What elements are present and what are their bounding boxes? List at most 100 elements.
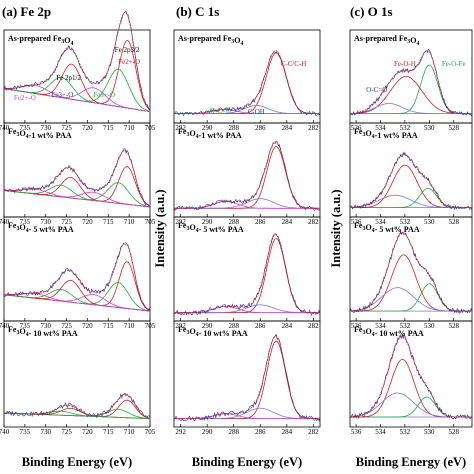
x-tick-label: 705 bbox=[145, 124, 156, 132]
sample-label-part: - 5 wt% PAA bbox=[375, 225, 420, 234]
sample-label-part: As-prepared bbox=[8, 34, 53, 43]
x-tick-label: 725 bbox=[61, 428, 72, 436]
x-axis-label: Binding Energy (eV) bbox=[356, 455, 466, 469]
fit-envelope-line bbox=[174, 141, 320, 209]
sample-label-part: Fe bbox=[8, 325, 17, 334]
x-tick-label: 740 bbox=[0, 428, 10, 436]
subplot-2-0: As-prepared Fe3O4 Fe-O-H Fe-O-Fe O-C=O bbox=[349, 29, 473, 124]
x-tick-label: 292 bbox=[175, 124, 186, 132]
component-o-c-o bbox=[350, 287, 472, 312]
sample-label-part: O bbox=[19, 129, 25, 138]
x-tick-label: 290 bbox=[202, 218, 213, 226]
x-tick-label: 735 bbox=[20, 124, 31, 132]
subplot-1-2: Fe3O4- 5 wt% PAA bbox=[173, 216, 321, 322]
sample-label-part: Fe bbox=[178, 127, 187, 136]
sample-label-part: 4 bbox=[196, 332, 199, 338]
subplot-1-0: As-prepared Fe3O4 C-C/C-H O-C=O C-OH bbox=[173, 29, 321, 124]
sample-label-part: 4 bbox=[196, 228, 199, 234]
x-axis-label: Binding Energy (eV) bbox=[192, 455, 302, 469]
subplot-frame bbox=[3, 320, 151, 428]
raw-data-line bbox=[349, 333, 473, 420]
fit-envelope-line bbox=[174, 50, 320, 114]
component-fe2- bbox=[3, 63, 151, 112]
sample-label-part: -1 wt% PAA bbox=[199, 131, 242, 140]
sample-label-part: Fe bbox=[178, 221, 187, 230]
subplot-1-3: Fe3O4- 10 wt% PAA bbox=[173, 320, 321, 428]
x-tick-label: 532 bbox=[400, 124, 411, 132]
x-tick-label: 284 bbox=[282, 428, 293, 436]
component-fe2- bbox=[3, 279, 151, 312]
sample-label-part: O bbox=[410, 36, 416, 45]
x-tick-label: 288 bbox=[228, 124, 239, 132]
x-tick-label: 528 bbox=[448, 124, 459, 132]
sample-label-part: -1 wt% PAA bbox=[375, 131, 418, 140]
x-tick-label: 735 bbox=[20, 218, 31, 226]
x-tick-label: 735 bbox=[20, 322, 31, 330]
component-fe2- bbox=[3, 166, 151, 207]
sample-label-part: 4 bbox=[372, 332, 375, 338]
sample-label-part: 4 bbox=[196, 134, 199, 140]
sample-label-part: 4 bbox=[372, 228, 375, 234]
fit-envelope-line bbox=[4, 393, 151, 419]
x-tick-label: 292 bbox=[175, 218, 186, 226]
x-tick-label: 720 bbox=[82, 428, 93, 436]
x-tick-label: 284 bbox=[282, 124, 293, 132]
sample-label-part: 3 bbox=[186, 132, 189, 138]
x-tick-label: 534 bbox=[375, 428, 386, 436]
x-tick-label: 292 bbox=[175, 428, 186, 436]
sample-label-part: O bbox=[189, 223, 195, 232]
component-fe-o-h bbox=[350, 164, 472, 208]
x-tick-label: 528 bbox=[448, 218, 459, 226]
raw-data-line bbox=[349, 230, 473, 314]
peak-annotation: Fe3+-O bbox=[93, 91, 115, 99]
sample-label-part: Fe bbox=[223, 34, 232, 43]
x-tick-label: 720 bbox=[82, 322, 93, 330]
subplot-2-2: Fe3O4- 5 wt% PAA bbox=[349, 216, 473, 322]
sample-label: Fe3O4-1 wt% PAA bbox=[354, 127, 418, 140]
x-tick-label: 292 bbox=[175, 322, 186, 330]
sample-label-part: -1 wt% PAA bbox=[29, 131, 72, 140]
x-axis-label: Binding Energy (eV) bbox=[22, 455, 132, 469]
component-o-c-o bbox=[349, 194, 472, 208]
x-tick-label: 536 bbox=[351, 124, 362, 132]
x-tick-label: 740 bbox=[0, 124, 10, 132]
x-tick-label: 288 bbox=[228, 218, 239, 226]
sample-label-part: Fe bbox=[399, 34, 408, 43]
x-tick-label: 290 bbox=[202, 124, 213, 132]
x-tick-label: 536 bbox=[351, 218, 362, 226]
fit-envelope-line bbox=[349, 153, 472, 208]
fit-envelope-line bbox=[350, 232, 472, 312]
fit-envelope-line bbox=[350, 335, 472, 418]
x-tick-label: 715 bbox=[103, 218, 114, 226]
x-tick-label: 528 bbox=[448, 428, 459, 436]
sample-label-part: 3 bbox=[362, 226, 365, 232]
x-tick-label: 530 bbox=[424, 218, 435, 226]
sample-label-part: 3 bbox=[61, 39, 64, 45]
peak-annotation: O-C=O bbox=[210, 107, 231, 115]
x-tick-label: 534 bbox=[375, 124, 386, 132]
sample-label: Fe3O4- 5 wt% PAA bbox=[178, 221, 244, 234]
x-tick-label: 288 bbox=[228, 322, 239, 330]
component-c-c-c-h bbox=[174, 238, 320, 314]
x-tick-label: 715 bbox=[103, 428, 114, 436]
peak-annotation: Fe2+-O bbox=[14, 94, 36, 102]
sample-label-part: 3 bbox=[16, 132, 19, 138]
x-tick-label: 530 bbox=[424, 322, 435, 330]
sample-label-part: 4 bbox=[241, 41, 244, 47]
x-tick-label: 735 bbox=[20, 428, 31, 436]
fit-envelope-line bbox=[3, 242, 151, 311]
sample-label-part: Fe bbox=[354, 127, 363, 136]
x-tick-label: 705 bbox=[145, 428, 156, 436]
component-fe-o-h bbox=[350, 254, 472, 312]
sample-label-part: 3 bbox=[16, 330, 19, 336]
x-tick-label: 710 bbox=[124, 428, 135, 436]
x-tick-label: 288 bbox=[228, 428, 239, 436]
subplot-0-1: Fe3O4-1 wt% PAA bbox=[3, 122, 151, 218]
sample-label-part: 3 bbox=[362, 330, 365, 336]
x-tick-label: 286 bbox=[255, 322, 266, 330]
subplot-2-3: Fe3O4- 10 wt% PAA bbox=[349, 320, 473, 428]
peak-annotation: Fe3+-O bbox=[51, 91, 73, 99]
peak-annotation: Fe-O-Fe bbox=[442, 60, 466, 68]
sample-label-part: O bbox=[189, 129, 195, 138]
x-tick-label: 530 bbox=[424, 428, 435, 436]
